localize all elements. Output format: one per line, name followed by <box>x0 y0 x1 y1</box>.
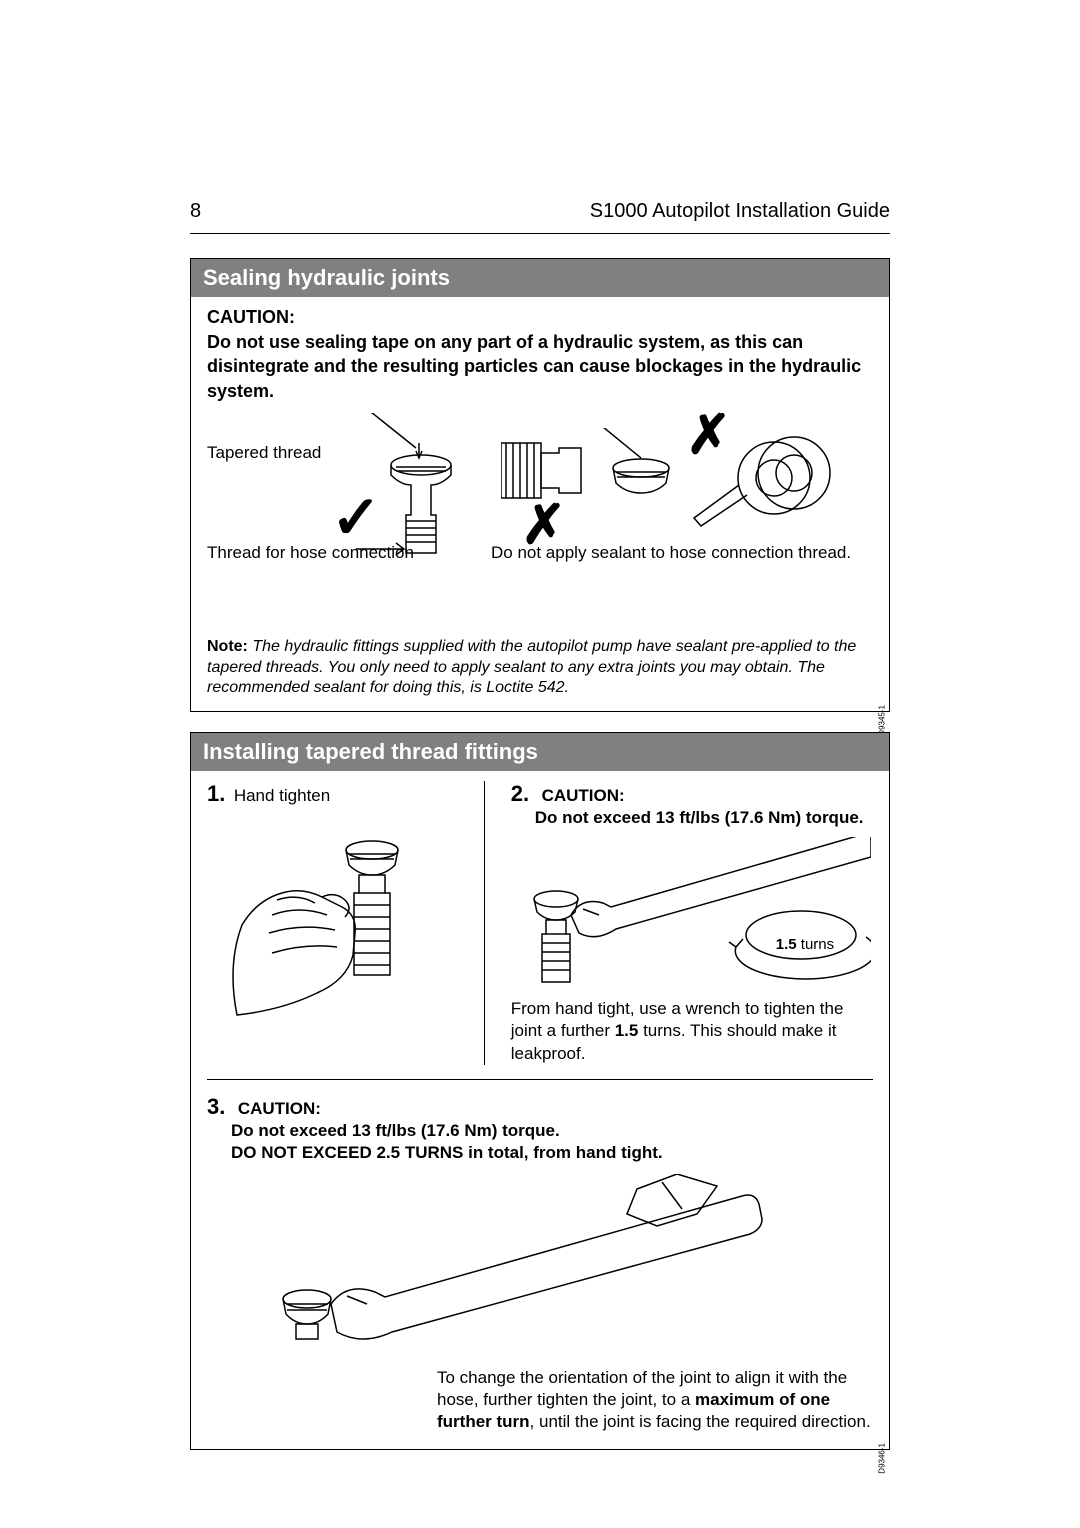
caution-label: CAUTION: <box>207 307 873 328</box>
sealing-diagram: Tapered thread Thread for hose connectio… <box>191 403 889 633</box>
turns-value: 1.5 <box>776 936 797 953</box>
step2-caution-label: CAUTION: <box>542 786 625 805</box>
step3-desc-b: , until the joint is facing the required… <box>530 1412 871 1431</box>
hand-tighten-icon <box>207 815 437 1025</box>
diagram-ref-2: D9346-1 <box>878 1443 887 1474</box>
cross-tape-icon: ✗ <box>686 403 731 466</box>
check-icon: ✓ <box>331 483 381 553</box>
wrench-large-icon <box>207 1174 767 1354</box>
wrench-small-icon <box>511 837 871 987</box>
step2-number: 2. <box>511 781 529 807</box>
cross-mid-icon: ✗ <box>521 493 566 556</box>
tapered-thread-label: Tapered thread <box>207 443 321 463</box>
step2-caution-text: Do not exceed 13 ft/lbs (17.6 Nm) torque… <box>535 807 873 829</box>
page-header: 8 S1000 Autopilot Installation Guide <box>190 200 890 223</box>
caution-text: Do not use sealing tape on any part of a… <box>207 330 873 403</box>
step1-label: Hand tighten <box>234 786 330 806</box>
sealing-caution: CAUTION: Do not use sealing tape on any … <box>191 297 889 403</box>
page: 8 S1000 Autopilot Installation Guide Sea… <box>0 0 1080 1528</box>
vertical-divider <box>484 781 485 1064</box>
step3-caution-label: CAUTION: <box>238 1099 321 1118</box>
step3-caution-line2: DO NOT EXCEED 2.5 TURNS in total, from h… <box>231 1142 873 1164</box>
step-2: 2. CAUTION: Do not exceed 13 ft/lbs (17.… <box>511 781 873 1064</box>
step3-description: To change the orientation of the joint t… <box>437 1367 873 1433</box>
turns-badge: 1.5 turns <box>776 936 834 954</box>
sealing-note: Note: The hydraulic fittings supplied wi… <box>191 633 889 711</box>
steps-1-2-row: 1. Hand tighten <box>207 781 873 1064</box>
step2-description: From hand tight, use a wrench to tighten… <box>511 998 873 1064</box>
step1-number: 1. <box>207 781 225 807</box>
installing-body: 1. Hand tighten <box>191 771 889 1449</box>
page-number: 8 <box>190 200 201 223</box>
step3-caution-line1: Do not exceed 13 ft/lbs (17.6 Nm) torque… <box>231 1120 873 1142</box>
step2-desc-bold: 1.5 <box>615 1021 639 1040</box>
step-3: 3. CAUTION: Do not exceed 13 ft/lbs (17.… <box>207 1094 873 1433</box>
turns-unit: turns <box>797 936 835 953</box>
sealing-section: Sealing hydraulic joints CAUTION: Do not… <box>190 258 890 712</box>
sealing-title: Sealing hydraulic joints <box>191 259 889 297</box>
step-1: 1. Hand tighten <box>207 781 458 1064</box>
installing-section: Installing tapered thread fittings 1. Ha… <box>190 732 890 1450</box>
note-label: Note: <box>207 638 248 655</box>
installing-title: Installing tapered thread fittings <box>191 733 889 771</box>
header-rule <box>190 233 890 234</box>
horizontal-divider <box>207 1079 873 1080</box>
note-text: The hydraulic fittings supplied with the… <box>207 638 856 697</box>
step3-number: 3. <box>207 1094 225 1120</box>
doc-title: S1000 Autopilot Installation Guide <box>590 200 890 223</box>
